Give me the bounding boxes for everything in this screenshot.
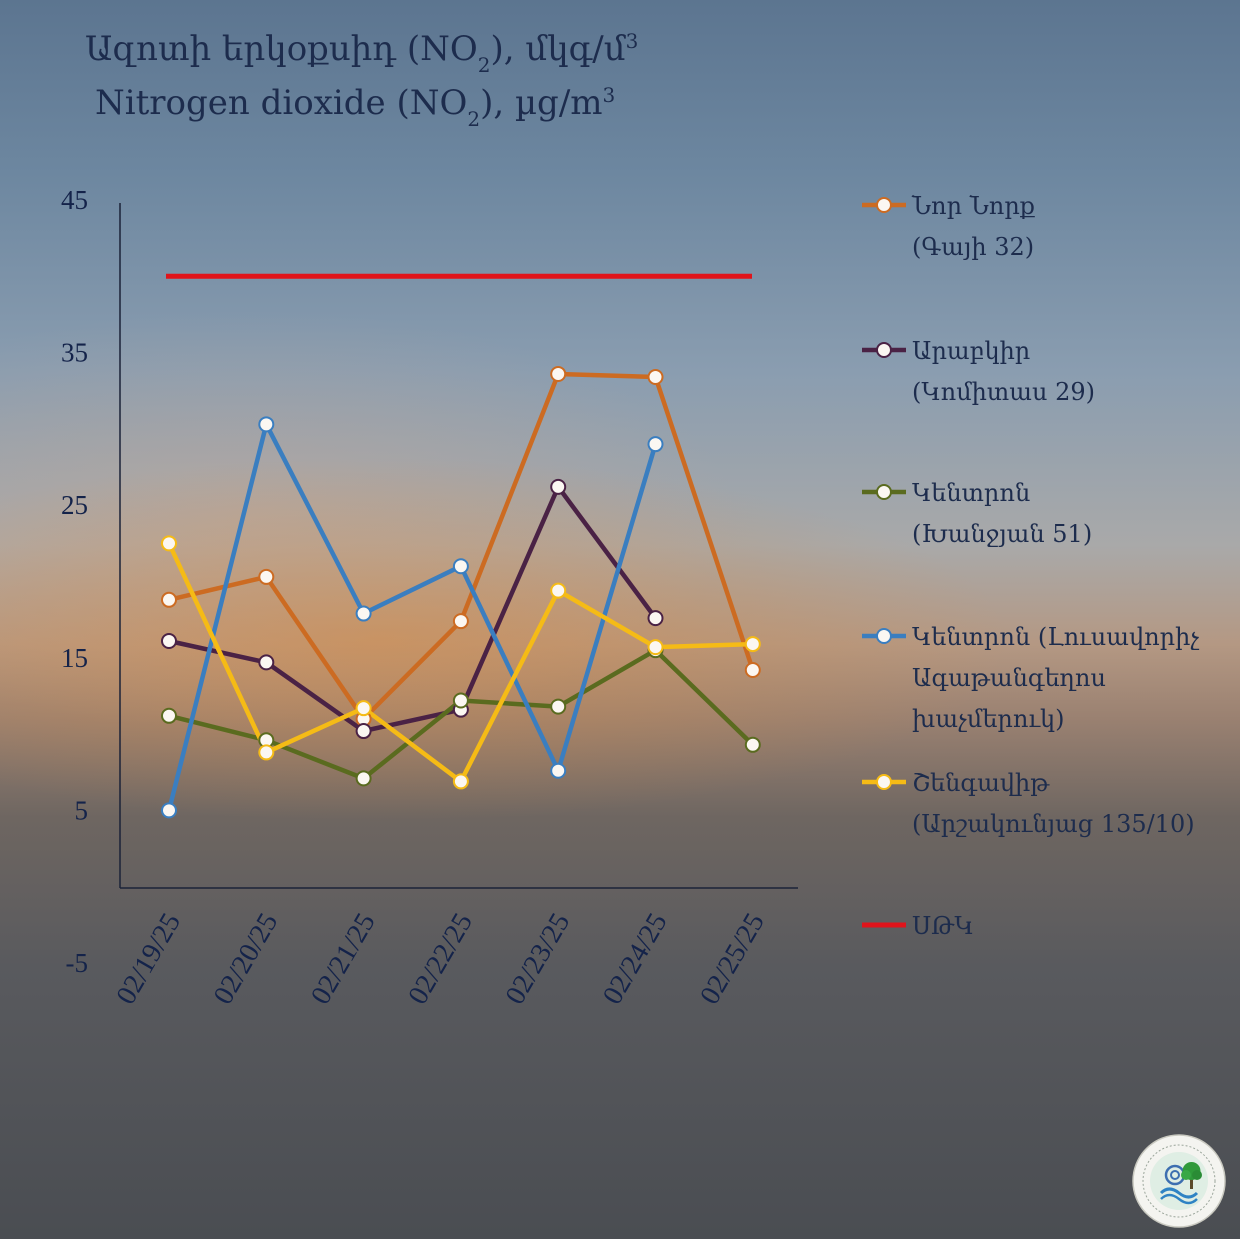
chart-title-english: Nitrogen dioxide (NO2), µg/m3 (95, 83, 615, 131)
data-point (550, 698, 567, 715)
y-tick-label: 35 (61, 338, 88, 368)
data-point (258, 654, 275, 671)
series-points (161, 365, 761, 819)
data-point (744, 662, 761, 679)
data-point (647, 369, 664, 386)
series-line-0 (168, 371, 755, 722)
y-tick-labels: 45 35 25 15 5 -5 (61, 185, 88, 978)
legend-label: (Կոմիտաս 29) (912, 378, 1095, 406)
data-point (647, 639, 664, 656)
legend-label: խաչմերուկ) (912, 705, 1064, 733)
x-tick-label: 02/24/25 (597, 908, 674, 1010)
x-tick-labels: 02/19/25 02/20/25 02/21/25 02/22/25 02/23/25… (110, 908, 770, 1010)
legend-label: Նոր Նորք (911, 192, 1036, 220)
legend-label: Կենտրոն (Լուսավորիչ (912, 623, 1199, 651)
data-point (161, 591, 177, 608)
legend-label: (Խանջյան 51) (912, 520, 1092, 548)
data-point (161, 633, 177, 650)
legend-label: (Արշակունյաց 135/10) (912, 810, 1195, 838)
data-point (258, 416, 275, 433)
series-lines (166, 371, 755, 811)
legend-label: Շենգավիթ (912, 769, 1050, 797)
data-point (355, 770, 372, 787)
x-tick-label: 02/20/25 (208, 908, 285, 1010)
x-tick-label: 02/22/25 (402, 908, 479, 1010)
y-tick-label: 25 (61, 490, 88, 520)
data-point (161, 707, 177, 724)
data-point (550, 582, 567, 599)
legend-label: Ագաթանգեղոս (912, 664, 1106, 692)
y-tick-label: 45 (61, 185, 88, 215)
data-point (452, 558, 469, 575)
legend: Նոր Նորք (Գայի 32) Արաբկիր (Կոմիտաս 29) Կենտ… (862, 192, 1199, 940)
series-line-3 (166, 422, 658, 811)
data-point (550, 365, 567, 382)
data-point (550, 478, 567, 495)
legend-label-reference: ՍԹԿ (912, 912, 974, 940)
data-point (647, 436, 664, 453)
legend-marker (876, 774, 892, 790)
legend-label: Արաբկիր (912, 337, 1030, 365)
legend-marker (876, 197, 892, 213)
x-tick-label: 02/25/25 (694, 908, 771, 1010)
ministry-emblem-logo (1132, 1134, 1226, 1228)
x-tick-label: 02/23/25 (500, 908, 577, 1010)
data-point (258, 568, 275, 585)
data-point (647, 610, 664, 627)
legend-marker (876, 342, 892, 358)
series-line-1 (168, 484, 658, 734)
data-point (452, 692, 469, 709)
legend-label: (Գայի 32) (912, 233, 1034, 261)
data-point (452, 613, 469, 630)
data-point (550, 762, 567, 779)
data-point (355, 700, 372, 717)
data-point (744, 736, 761, 753)
data-point (355, 605, 372, 622)
data-point (258, 744, 275, 761)
y-tick-label: 5 (75, 795, 89, 825)
data-point (161, 802, 177, 819)
data-point (452, 773, 469, 790)
legend-marker (876, 484, 892, 500)
data-point (161, 535, 177, 552)
y-tick-label: 15 (61, 643, 88, 673)
legend-marker (876, 628, 892, 644)
y-tick-label: -5 (66, 948, 89, 978)
data-point (744, 636, 761, 653)
legend-label: Կենտրոն (912, 479, 1030, 507)
data-point (355, 723, 372, 740)
x-tick-label: 02/19/25 (110, 908, 187, 1010)
x-tick-label: 02/21/25 (305, 908, 382, 1010)
chart-title-armenian: Ազոտի երկօքսիդ (NO2), մկգ/մ3 (85, 29, 638, 77)
